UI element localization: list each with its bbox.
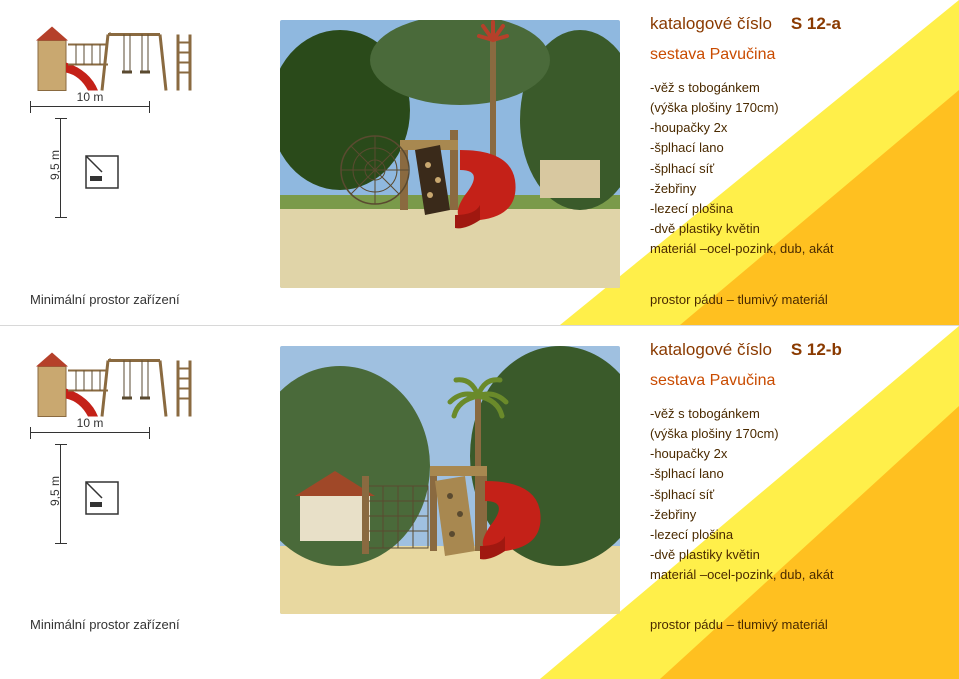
spec-line: -dvě plastiky květin: [650, 219, 937, 239]
spec-line: (výška plošiny 170cm): [650, 424, 937, 444]
title-line: katalogové číslo S 12-b: [650, 340, 937, 360]
caption: Minimální prostor zařízení: [30, 292, 180, 307]
dim-v: 9,5 m: [48, 476, 62, 506]
spec-line: -žebřiny: [650, 179, 937, 199]
spec-line: -houpačky 2x: [650, 118, 937, 138]
spec-line: -šplhací lano: [650, 138, 937, 158]
plan-icon: [80, 476, 125, 521]
spec-line: -dvě plastiky květin: [650, 545, 937, 565]
photo: [280, 20, 620, 288]
plan-icon: [80, 150, 125, 195]
dim-h: 10 m: [30, 90, 150, 104]
spec-line: -lezecí plošina: [650, 525, 937, 545]
spec-line: (výška plošiny 170cm): [650, 98, 937, 118]
footer-note: prostor pádu – tlumivý materiál: [650, 617, 828, 632]
spec-list: -věž s tobogánkem(výška plošiny 170cm)-h…: [650, 404, 937, 585]
spec-line: -houpačky 2x: [650, 444, 937, 464]
catalog-row: 10 m 9,5 m Minimální prostor zařízení ka…: [0, 0, 959, 325]
spec-list: -věž s tobogánkem(výška plošiny 170cm)-h…: [650, 78, 937, 259]
dim-h: 10 m: [30, 416, 150, 430]
catalog-code: S 12-b: [791, 340, 842, 359]
subtitle: sestava Pavučina: [650, 46, 937, 64]
spec-panel: katalogové číslo S 12-b sestava Pavučina…: [640, 326, 959, 650]
title-line: katalogové číslo S 12-a: [650, 14, 937, 34]
spec-line: -věž s tobogánkem: [650, 78, 937, 98]
caption: Minimální prostor zařízení: [30, 617, 180, 632]
left-panel: 10 m 9,5 m Minimální prostor zařízení: [0, 326, 280, 650]
photo-panel: [280, 0, 640, 325]
footer-note: prostor pádu – tlumivý materiál: [650, 292, 828, 307]
spec-line: -žebřiny: [650, 505, 937, 525]
photo: [280, 346, 620, 614]
spec-line: -věž s tobogánkem: [650, 404, 937, 424]
spec-line: -lezecí plošina: [650, 199, 937, 219]
catalog-row: 10 m 9,5 m Minimální prostor zařízení ka…: [0, 325, 959, 650]
spec-line: -šplhací lano: [650, 464, 937, 484]
catalog-label: katalogové číslo: [650, 14, 772, 33]
photo-panel: [280, 326, 640, 650]
spec-line: materiál –ocel-pozink, dub, akát: [650, 565, 937, 585]
dim-h-line: [30, 432, 150, 433]
spec-line: materiál –ocel-pozink, dub, akát: [650, 239, 937, 259]
spec-panel: katalogové číslo S 12-a sestava Pavučina…: [640, 0, 959, 325]
dim-h-line: [30, 106, 150, 107]
catalog-code: S 12-a: [791, 14, 841, 33]
spec-line: -šplhací síť: [650, 159, 937, 179]
dim-v: 9,5 m: [48, 150, 62, 180]
subtitle: sestava Pavučina: [650, 372, 937, 390]
catalog-label: katalogové číslo: [650, 340, 772, 359]
spec-line: -šplhací síť: [650, 485, 937, 505]
left-panel: 10 m 9,5 m Minimální prostor zařízení: [0, 0, 280, 325]
